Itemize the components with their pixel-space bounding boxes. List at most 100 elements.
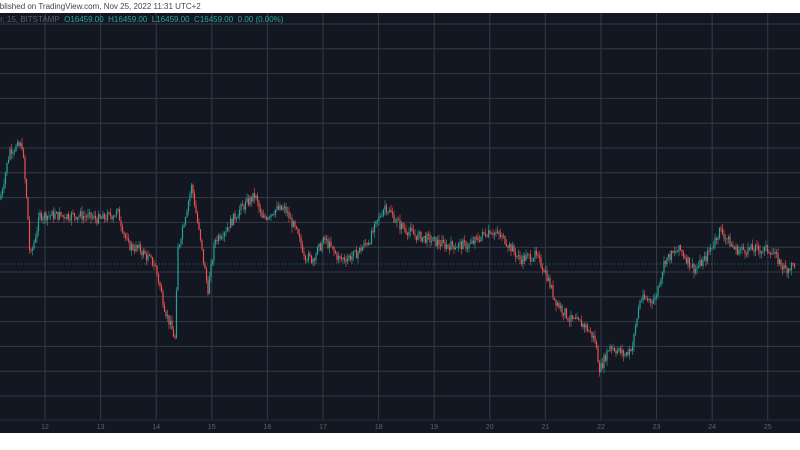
candle-body xyxy=(379,216,382,218)
candle-body xyxy=(550,285,553,288)
candle-body xyxy=(430,240,433,243)
candle-body xyxy=(184,217,187,225)
candle-body xyxy=(394,222,397,223)
candle-body xyxy=(96,219,98,224)
candle-body xyxy=(141,251,143,256)
candle-body xyxy=(108,212,110,214)
candle-body xyxy=(576,317,578,320)
candle-body xyxy=(508,244,511,248)
candle-body xyxy=(637,308,640,319)
candle-body xyxy=(625,352,628,356)
candle-body xyxy=(372,230,374,233)
candle-body xyxy=(555,299,557,306)
x-tick-label: 22 xyxy=(597,424,605,431)
candle-body xyxy=(256,195,259,202)
candle-body xyxy=(459,242,461,244)
candle-body xyxy=(339,255,341,258)
candle-body xyxy=(357,252,359,259)
candle-body xyxy=(630,349,632,352)
candle-body xyxy=(744,249,746,254)
candle-body xyxy=(562,313,565,316)
candle-body xyxy=(741,246,743,249)
candle-body xyxy=(424,235,427,243)
candle-body xyxy=(549,277,551,288)
candle-body xyxy=(435,237,437,246)
candle-body xyxy=(351,256,353,260)
candle-body xyxy=(81,211,83,220)
candle-body xyxy=(192,184,194,194)
candle-body xyxy=(609,346,611,351)
candle-body xyxy=(10,149,13,154)
candle-body xyxy=(445,244,448,249)
candle-body xyxy=(510,244,512,252)
candle-body xyxy=(222,236,224,238)
candle-body xyxy=(258,201,260,209)
candle-body xyxy=(561,305,563,314)
candle-body xyxy=(69,219,71,221)
candle-body xyxy=(540,257,542,268)
candle-body xyxy=(606,350,608,361)
ohlc-legend: lar, 15, BITSTAMP O16459.00 H16459.00 L1… xyxy=(0,15,283,24)
candle-body xyxy=(33,242,35,249)
candle-body xyxy=(681,250,683,253)
candle-body xyxy=(511,245,514,252)
candle-body xyxy=(358,247,361,253)
candle-body xyxy=(462,240,464,250)
candle-body xyxy=(585,324,587,328)
candles-canvas[interactable]: 12 13 14 15 16 17 18 19 20 21 22 23 24 25 xyxy=(0,13,800,433)
candle-body xyxy=(541,267,544,271)
candle-body xyxy=(330,241,332,247)
candle-body xyxy=(267,217,269,220)
candle-body xyxy=(529,254,532,262)
candle-body xyxy=(24,157,26,180)
candle-body xyxy=(121,226,124,233)
candle-body xyxy=(633,333,635,347)
candle-body xyxy=(271,214,274,216)
candle-body xyxy=(273,214,275,216)
candle-body xyxy=(63,215,65,218)
candle-body xyxy=(505,244,508,247)
price-chart[interactable]: lar, 15, BITSTAMP O16459.00 H16459.00 L1… xyxy=(0,13,800,433)
candle-body xyxy=(111,216,113,219)
candle-body xyxy=(282,208,284,210)
candle-body xyxy=(742,246,745,250)
candle-body xyxy=(13,151,16,153)
candle-body xyxy=(690,266,692,268)
candle-body xyxy=(406,233,409,236)
candle-body xyxy=(700,260,703,267)
candle-body xyxy=(276,206,278,210)
candle-body xyxy=(147,255,149,260)
published-caption: Published on TradingView.com, Nov 25, 20… xyxy=(0,2,201,11)
candle-body xyxy=(448,246,451,251)
candle-body xyxy=(135,245,137,252)
candle-body xyxy=(102,213,104,219)
candle-body xyxy=(477,237,479,241)
candle-body xyxy=(43,212,46,219)
candle-body xyxy=(201,239,203,249)
candle-body xyxy=(756,245,758,246)
candle-body xyxy=(534,250,536,259)
candle-body xyxy=(444,242,446,249)
candle-body xyxy=(673,251,676,253)
candle-body xyxy=(769,252,772,255)
candle-body xyxy=(106,212,109,220)
candle-body xyxy=(165,311,167,317)
candle-body xyxy=(274,209,277,215)
candle-body xyxy=(327,239,329,249)
candle-body xyxy=(45,212,47,221)
candle-body xyxy=(304,255,307,261)
candle-body xyxy=(123,232,125,235)
candle-body xyxy=(157,274,160,283)
candle-body xyxy=(526,254,529,256)
candle-body xyxy=(313,258,316,261)
candle-body xyxy=(604,355,607,361)
candle-body xyxy=(516,255,518,257)
candle-body xyxy=(705,256,707,262)
candle-body xyxy=(429,235,431,243)
candle-body xyxy=(84,216,86,217)
candle-body xyxy=(426,233,428,243)
candle-body xyxy=(553,297,556,300)
candle-body xyxy=(0,194,2,200)
candle-body xyxy=(57,211,59,220)
candle-body xyxy=(418,232,421,234)
